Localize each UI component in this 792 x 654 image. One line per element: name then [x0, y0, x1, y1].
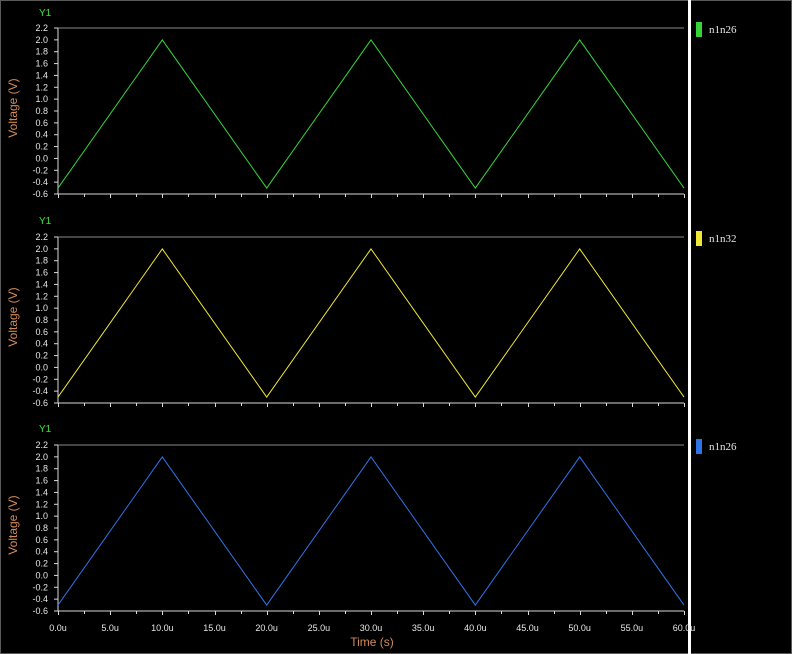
y-tick-label: -0.2 [32, 374, 48, 384]
y-tick-label: 0.6 [35, 535, 48, 545]
y-tick-label: 0.8 [35, 315, 48, 325]
y-tick-label: -0.4 [32, 177, 48, 187]
panel-1-y-axis-tag: Y1 [39, 8, 52, 19]
x-tick-label: 10.0u [151, 623, 174, 633]
y-tick-label: -0.2 [32, 165, 48, 175]
y-tick-label: 1.0 [35, 511, 48, 521]
y-tick-label: 1.8 [35, 256, 48, 266]
y-tick-label: 0.4 [35, 339, 48, 349]
legend-entry-label[interactable]: n1n32 [709, 233, 737, 245]
y-tick-label: 1.0 [35, 303, 48, 313]
y-tick-label: 0.0 [35, 362, 48, 372]
y-tick-label: 0.0 [35, 153, 48, 163]
x-tick-label: 50.0u [568, 623, 591, 633]
y-tick-label: 2.2 [35, 232, 48, 242]
y-tick-label: 1.4 [35, 279, 48, 289]
y-tick-label: 1.0 [35, 94, 48, 104]
y-tick-label: 2.0 [35, 244, 48, 254]
x-tick-label: 15.0u [203, 623, 226, 633]
y-tick-label: -0.4 [32, 386, 48, 396]
y-tick-label: 0.4 [35, 130, 48, 140]
y-tick-label: 0.4 [35, 547, 48, 557]
y-tick-label: -0.6 [32, 398, 48, 408]
time-axis-label: Time (s) [350, 635, 394, 649]
x-tick-label: 25.0u [308, 623, 331, 633]
x-tick-label: 30.0u [360, 623, 383, 633]
y-tick-label: 0.2 [35, 142, 48, 152]
x-tick-label: 5.0u [101, 623, 119, 633]
y-tick-label: 0.8 [35, 523, 48, 533]
legend-swatch[interactable] [696, 231, 702, 246]
y-tick-label: 1.4 [35, 70, 48, 80]
y-tick-label: 1.6 [35, 268, 48, 278]
x-tick-label: 35.0u [412, 623, 435, 633]
y-tick-label: 0.6 [35, 118, 48, 128]
y-tick-label: 1.8 [35, 47, 48, 57]
y-tick-label: 1.6 [35, 476, 48, 486]
y-tick-label: 1.8 [35, 464, 48, 474]
y-tick-label: 1.4 [35, 487, 48, 497]
x-tick-label: 40.0u [464, 623, 487, 633]
panel-2-y-axis-label: Voltage (V) [6, 287, 20, 346]
panel-2-y-axis-tag: Y1 [39, 216, 52, 227]
y-tick-label: -0.6 [32, 189, 48, 199]
x-tick-label: 0.0u [49, 623, 67, 633]
panel-3-y-axis-label: Voltage (V) [6, 495, 20, 554]
legend-swatch[interactable] [696, 439, 702, 454]
y-tick-label: -0.2 [32, 582, 48, 592]
legend-entry-label[interactable]: n1n26 [709, 441, 737, 453]
legend-entry-label[interactable]: n1n26 [709, 24, 737, 36]
y-tick-label: 0.2 [35, 351, 48, 361]
x-tick-label: 55.0u [621, 623, 644, 633]
y-tick-label: 0.8 [35, 106, 48, 116]
x-tick-label: 20.0u [255, 623, 278, 633]
y-tick-label: 2.2 [35, 23, 48, 33]
panel-3-y-axis-tag: Y1 [39, 424, 52, 435]
y-tick-label: -0.4 [32, 594, 48, 604]
y-tick-label: 2.0 [35, 452, 48, 462]
y-tick-label: 1.6 [35, 59, 48, 69]
y-tick-label: 0.6 [35, 327, 48, 337]
y-tick-label: 2.2 [35, 440, 48, 450]
y-tick-label: 1.2 [35, 82, 48, 92]
y-tick-label: 1.2 [35, 291, 48, 301]
y-tick-label: 1.2 [35, 499, 48, 509]
legend-swatch[interactable] [696, 22, 702, 37]
y-tick-label: 0.2 [35, 559, 48, 569]
panel-1-y-axis-label: Voltage (V) [6, 78, 20, 137]
x-tick-label: 45.0u [516, 623, 539, 633]
y-tick-label: -0.6 [32, 606, 48, 616]
x-tick-label: 60.0u [673, 623, 696, 633]
y-tick-label: 2.0 [35, 35, 48, 45]
y-tick-label: 0.0 [35, 570, 48, 580]
